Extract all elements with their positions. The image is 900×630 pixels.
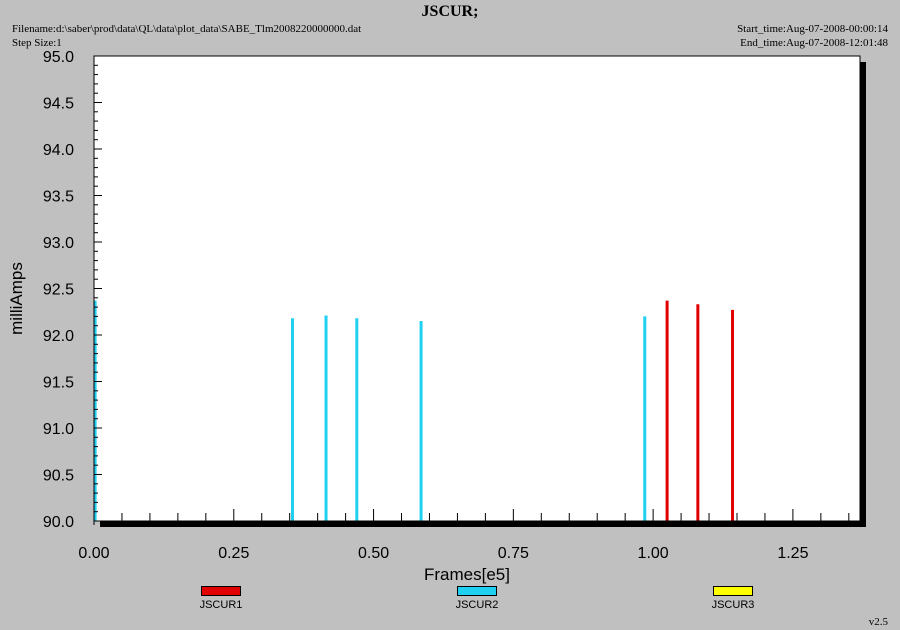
filename-label: Filename:d:\saber\prod\data\QL\data\plot… xyxy=(12,23,362,35)
x-tick-label: 0.50 xyxy=(358,545,389,562)
x-tick-label: 1.25 xyxy=(777,545,808,562)
y-tick-label: 94.5 xyxy=(43,96,74,113)
y-tick-label: 95.0 xyxy=(43,49,74,66)
legend-item-jscur3: JSCUR3 xyxy=(673,586,793,611)
legend-item-jscur2: JSCUR2 xyxy=(417,586,537,611)
y-tick-label: 93.0 xyxy=(43,235,74,252)
legend-swatch xyxy=(713,586,753,596)
y-axis-label: milliAmps xyxy=(7,262,26,335)
chart-title: JSCUR; xyxy=(421,3,479,20)
step-size-label: Step Size:1 xyxy=(12,37,62,49)
x-tick-label: 1.00 xyxy=(638,545,669,562)
y-tick-label: 92.5 xyxy=(43,282,74,299)
end-time-label: End_time:Aug-07-2008-12:01:48 xyxy=(740,37,888,49)
plot-background xyxy=(93,55,861,522)
legend-label: JSCUR3 xyxy=(711,599,755,611)
y-tick-label: 92.0 xyxy=(43,328,74,345)
version-label: v2.5 xyxy=(868,616,888,628)
y-tick-label: 91.5 xyxy=(43,375,74,392)
y-tick-label: 90.5 xyxy=(43,468,74,485)
y-tick-label: 94.0 xyxy=(43,142,74,159)
legend-label: JSCUR2 xyxy=(455,599,499,611)
y-tick-label: 91.0 xyxy=(43,421,74,438)
x-tick-label: 0.75 xyxy=(498,545,529,562)
x-tick-label: 0.25 xyxy=(218,545,249,562)
legend-swatch xyxy=(201,586,241,596)
y-tick-label: 93.5 xyxy=(43,189,74,206)
x-tick-label: 0.00 xyxy=(78,545,109,562)
y-tick-label: 90.0 xyxy=(43,514,74,531)
legend-label: JSCUR1 xyxy=(199,599,243,611)
legend-swatch xyxy=(457,586,497,596)
x-axis-label: Frames[e5] xyxy=(424,565,510,584)
start-time-label: Start_time:Aug-07-2008-00:00:14 xyxy=(737,23,888,35)
legend-item-jscur1: JSCUR1 xyxy=(161,586,281,611)
